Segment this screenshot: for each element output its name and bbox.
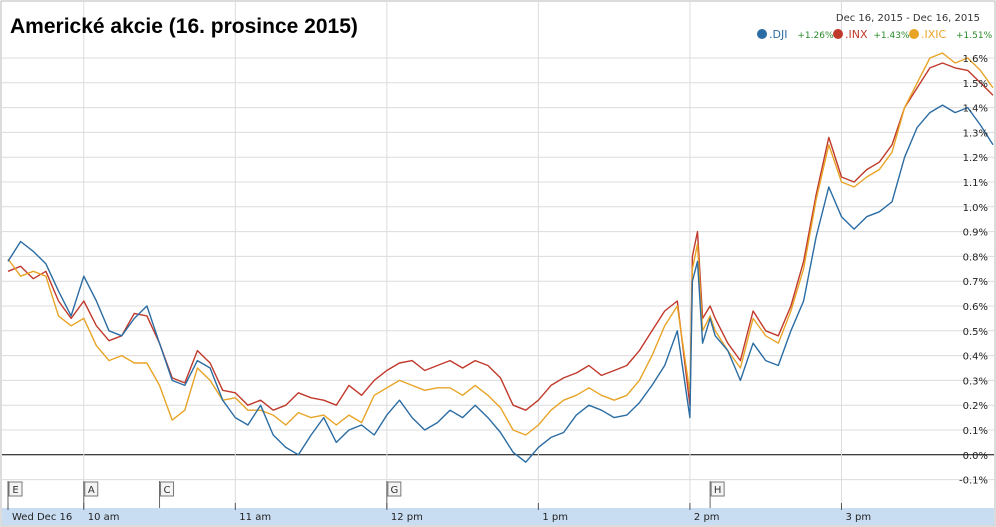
legend-series-name: .DJI bbox=[769, 28, 787, 41]
y-tick-label: 1.0% bbox=[963, 203, 988, 214]
event-flag-label: G bbox=[390, 485, 398, 496]
y-tick-label: 0.7% bbox=[963, 277, 988, 288]
legend-item: .IXIC +1.51% bbox=[909, 28, 993, 41]
legend-dot bbox=[757, 29, 767, 39]
legend: .DJI +1.26% .INX +1.43% .IXIC +1.51% bbox=[757, 28, 993, 41]
x-tick-label: 12 pm bbox=[391, 512, 423, 523]
event-flag-box bbox=[387, 481, 402, 497]
y-tick-label: 0.3% bbox=[963, 376, 988, 387]
series-line-dji bbox=[7, 104, 994, 463]
event-flag-label: C bbox=[164, 485, 171, 496]
y-axis-ticks: 1.6% 1.5% 1.4% 1.3% 1.2% 1.1% 1.0% 0.9% 0.8% 0.7%… bbox=[959, 54, 988, 487]
x-tick-label: 3 pm bbox=[845, 512, 871, 523]
legend-dot bbox=[833, 29, 843, 39]
series-line-inx bbox=[7, 62, 994, 411]
y-tick-label: 0.2% bbox=[963, 401, 988, 412]
y-tick-label: 1.4% bbox=[963, 104, 988, 115]
legend-series-change: +1.43% bbox=[873, 31, 910, 41]
legend-series-change: +1.51% bbox=[956, 31, 993, 41]
event-flag-box bbox=[8, 481, 23, 497]
y-tick-label: 0.0% bbox=[963, 451, 988, 462]
x-tick-label: 10 am bbox=[88, 512, 120, 523]
y-tick-label: 1.2% bbox=[963, 153, 988, 164]
y-tick-label: 1.3% bbox=[963, 128, 988, 139]
legend-dot bbox=[909, 29, 919, 39]
y-tick-label: 1.6% bbox=[963, 54, 988, 65]
legend-series-name: .IXIC bbox=[921, 28, 947, 41]
x-tick-label: Wed Dec 16 bbox=[12, 512, 72, 523]
legend-item: .DJI +1.26% bbox=[757, 28, 834, 41]
time-axis-bar bbox=[2, 508, 994, 525]
legend-series-name: .INX bbox=[845, 28, 868, 41]
x-tick-label: 1 pm bbox=[542, 512, 568, 523]
y-tick-label: 0.6% bbox=[963, 302, 988, 313]
event-flag-box bbox=[710, 481, 725, 497]
y-tick-label: 1.1% bbox=[963, 178, 988, 189]
legend-item: .INX +1.43% bbox=[833, 28, 910, 41]
series-layer bbox=[7, 52, 994, 463]
y-tick-label: 0.9% bbox=[963, 228, 988, 239]
y-tick-label: 0.5% bbox=[963, 327, 988, 338]
legend-series-change: +1.26% bbox=[797, 31, 834, 41]
y-tick-label: -0.1% bbox=[959, 476, 988, 487]
y-tick-label: 0.1% bbox=[963, 426, 988, 437]
series-line-ixic bbox=[7, 52, 994, 436]
date-range: Dec 16, 2015 - Dec 16, 2015 bbox=[836, 13, 980, 24]
event-flag-box bbox=[160, 481, 175, 497]
event-flag-label: H bbox=[714, 485, 722, 496]
event-flag-label: A bbox=[88, 485, 95, 496]
event-flag-box bbox=[84, 481, 99, 497]
y-tick-label: 0.8% bbox=[963, 252, 988, 263]
x-tick-label: 11 am bbox=[239, 512, 271, 523]
x-tick-label: 2 pm bbox=[694, 512, 720, 523]
grid-layer bbox=[2, 2, 994, 508]
y-tick-label: 1.5% bbox=[963, 79, 988, 90]
chart-title: Americké akcie (16. prosince 2015) bbox=[10, 15, 358, 38]
y-tick-label: 0.4% bbox=[963, 352, 988, 363]
x-axis-ticks: Wed Dec 16 10 am 11 am 12 pm 1 pm 2 pm 3 pm bbox=[7, 503, 871, 523]
event-flag-label: E bbox=[12, 485, 18, 496]
